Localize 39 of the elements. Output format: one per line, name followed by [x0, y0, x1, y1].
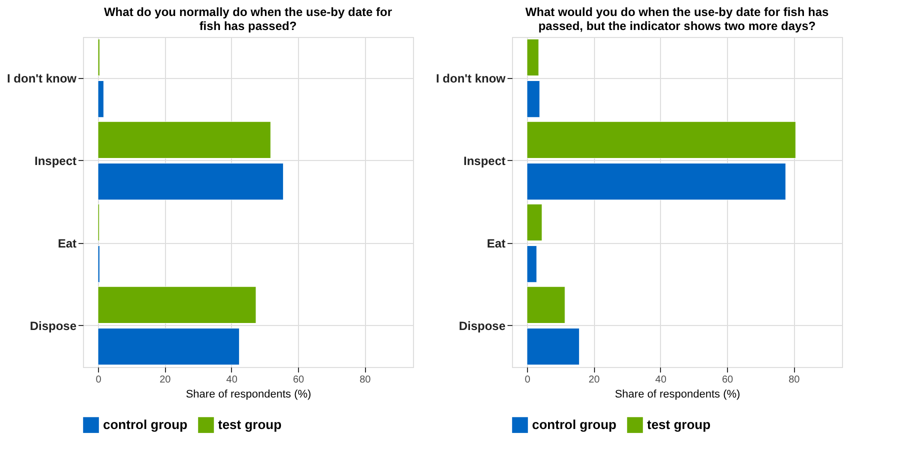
legend-label: test group [647, 417, 711, 432]
x-tick-label: 80 [788, 374, 800, 386]
legend-label: control group [532, 417, 617, 432]
chart-title: What would you do when the use-by date for fish has passed, but the indicator shows two more days? [525, 5, 829, 33]
legend-label: test group [218, 417, 282, 432]
y-tick-label: Inspect [463, 154, 506, 168]
bar [526, 121, 796, 158]
legend-label: control group [103, 417, 188, 432]
bar [526, 38, 539, 76]
x-tick-label: 20 [588, 374, 600, 386]
y-tick-label: I don't know [436, 71, 506, 86]
bar [526, 328, 580, 366]
x-axis-title: Share of respondents (%) [186, 388, 312, 400]
bar [526, 163, 786, 200]
bar [98, 80, 104, 118]
bar [98, 286, 256, 324]
bar [526, 246, 537, 283]
bar [526, 204, 542, 241]
y-tick-label: Inspect [34, 154, 76, 168]
y-tick-label: Dispose [458, 318, 506, 333]
y-tick-label: Eat [486, 236, 506, 250]
bar [526, 80, 540, 118]
x-tick-label: 0 [96, 374, 102, 386]
x-tick-label: 40 [226, 374, 238, 386]
x-axis-title: Share of respondents (%) [614, 388, 740, 400]
x-tick-label: 40 [655, 374, 667, 386]
bar [98, 328, 240, 366]
chart-title: What do you normally do when the use-by date for fish has passed? [104, 5, 392, 33]
bar [98, 163, 284, 200]
y-tick-label: I don't know [6, 71, 78, 86]
x-tick-label: 80 [360, 374, 372, 386]
x-tick-label: 0 [524, 374, 531, 386]
bar [526, 286, 566, 324]
x-tick-label: 20 [160, 374, 172, 386]
bar [98, 121, 271, 158]
y-tick-label: Eat [58, 236, 76, 250]
y-tick-label: Dispose [30, 318, 77, 333]
x-tick-label: 60 [722, 374, 734, 386]
x-tick-label: 60 [292, 374, 304, 386]
